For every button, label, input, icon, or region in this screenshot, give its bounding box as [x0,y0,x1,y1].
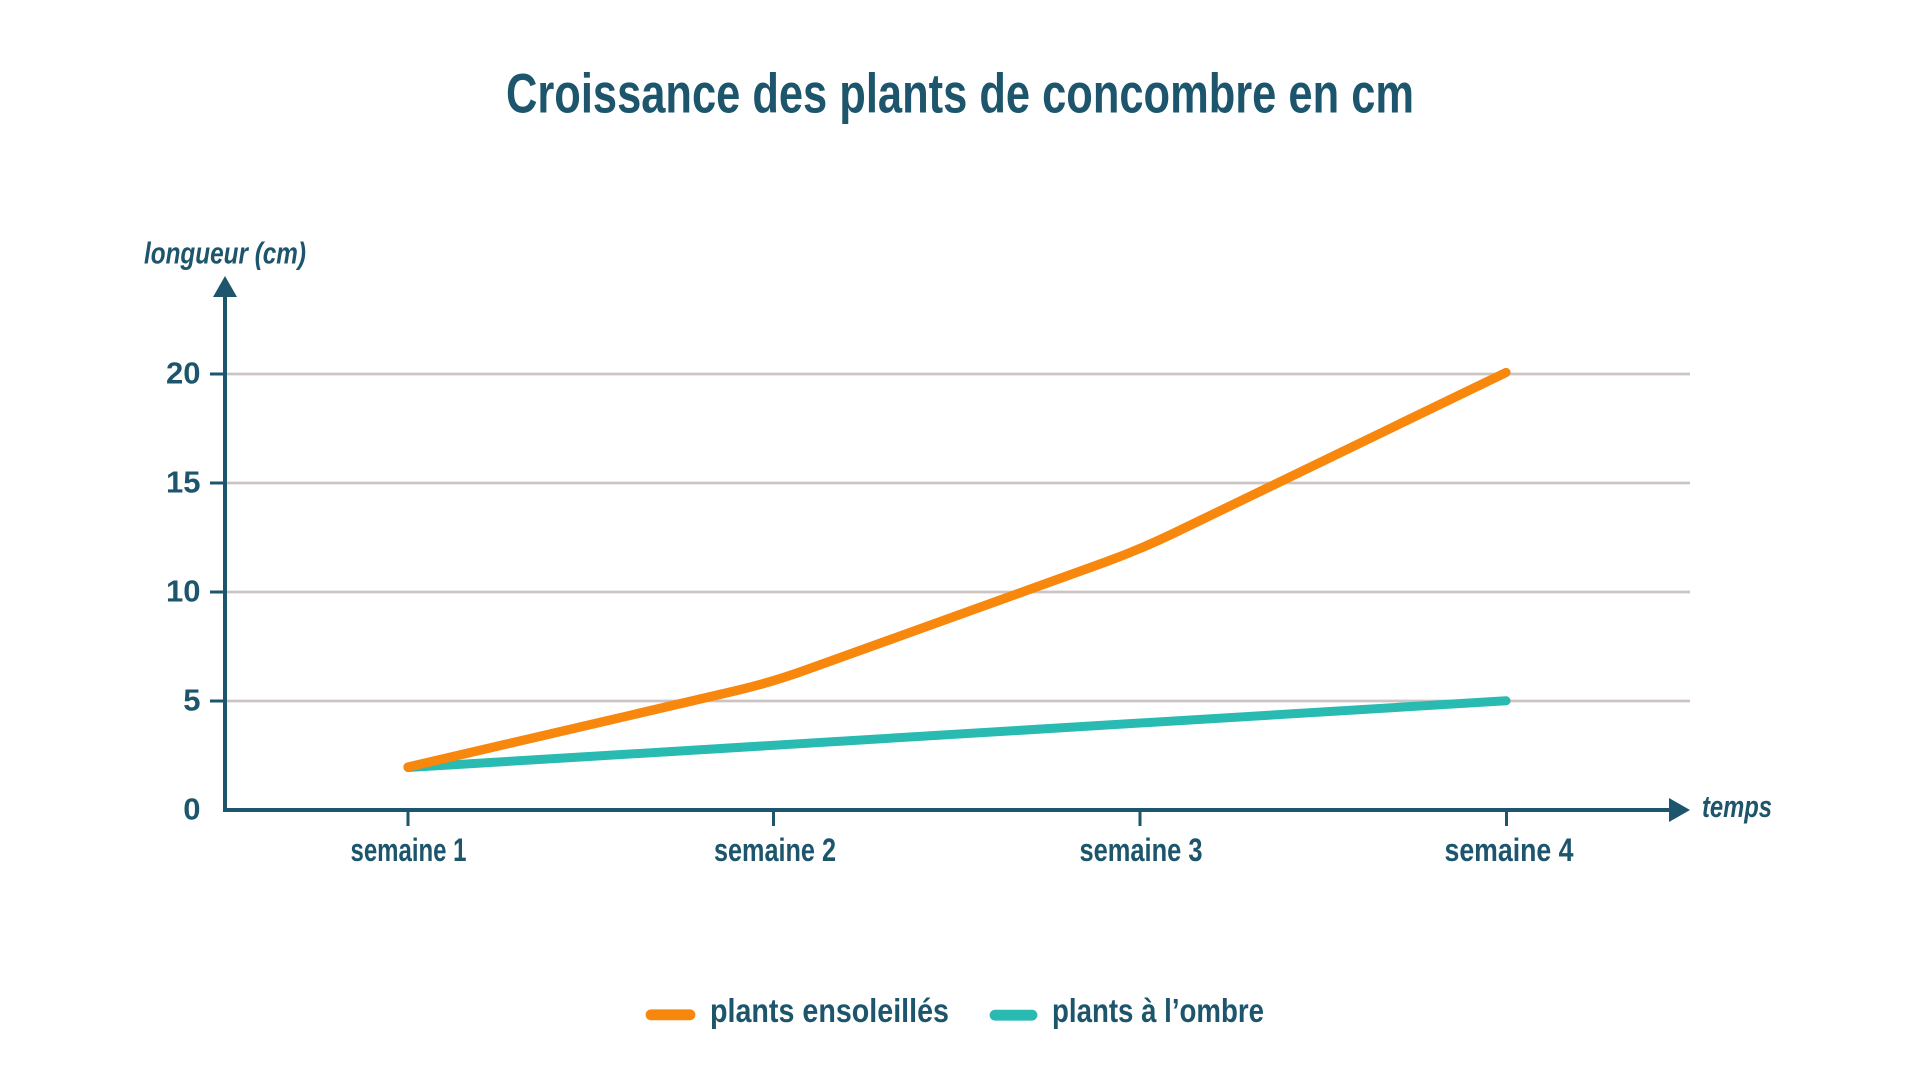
svg-text:5: 5 [183,682,200,717]
svg-text:20: 20 [166,355,200,390]
svg-text:semaine 2: semaine 2 [714,832,836,868]
svg-text:10: 10 [166,573,200,608]
svg-text:Croissance des plants de conco: Croissance des plants de concombre en cm [506,62,1414,125]
svg-text:semaine 1: semaine 1 [351,832,467,868]
svg-text:semaine 3: semaine 3 [1080,832,1203,868]
svg-text:temps: temps [1702,789,1772,824]
svg-text:semaine 4: semaine 4 [1445,832,1574,868]
svg-text:longueur (cm): longueur (cm) [144,236,306,271]
svg-text:0: 0 [183,791,200,826]
svg-text:15: 15 [166,464,200,499]
svg-text:plants ensoleillés: plants ensoleillés [710,992,949,1029]
svg-text:plants à l’ombre: plants à l’ombre [1052,992,1264,1029]
